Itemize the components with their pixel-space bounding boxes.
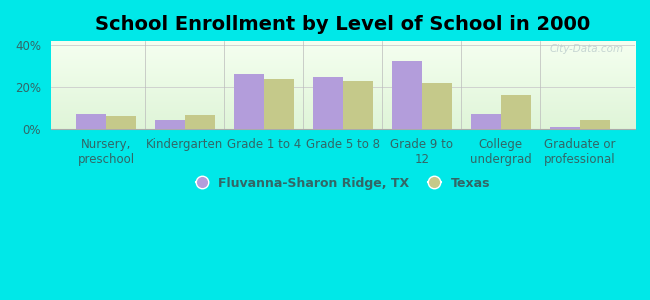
Bar: [550, 127, 580, 129]
Bar: [580, 120, 610, 129]
Legend: Fluvanna-Sharon Ridge, TX, Texas: Fluvanna-Sharon Ridge, TX, Texas: [190, 172, 495, 195]
Bar: [471, 114, 500, 129]
Bar: [264, 79, 294, 129]
Text: City-Data.com: City-Data.com: [549, 44, 623, 54]
Bar: [422, 83, 452, 129]
Bar: [76, 114, 106, 129]
Bar: [392, 61, 422, 129]
Bar: [106, 116, 136, 129]
Title: School Enrollment by Level of School in 2000: School Enrollment by Level of School in …: [96, 15, 590, 34]
Bar: [155, 120, 185, 129]
Bar: [185, 115, 215, 129]
Bar: [234, 74, 264, 129]
Bar: [500, 95, 531, 129]
Bar: [343, 81, 373, 129]
Bar: [313, 76, 343, 129]
